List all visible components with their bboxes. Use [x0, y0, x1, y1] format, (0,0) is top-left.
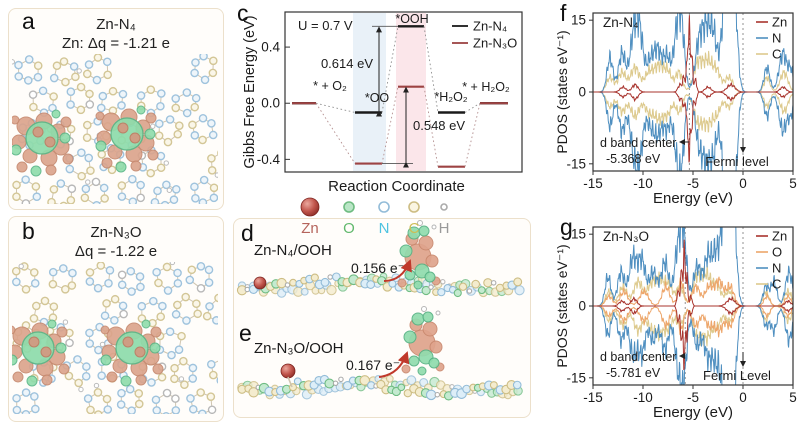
- pdos-curve-Zn: [593, 15, 793, 163]
- panel-a-subtitle: Zn: Δq = -1.21 e: [62, 35, 170, 52]
- d-band-center-value: -5.368 eV: [606, 152, 661, 166]
- d-band-center-text: d band center: [600, 136, 676, 150]
- y-tick: 15: [571, 13, 586, 28]
- x-tick: 0: [739, 390, 747, 405]
- x-tick: -10: [633, 176, 653, 191]
- panel-g-letter: g: [560, 214, 573, 240]
- panel-b-box: Zn-N₃O Δq = -1.22 e: [8, 216, 224, 422]
- panel-a-caption: Zn-N₄ Zn: Δq = -1.21 e: [9, 15, 223, 53]
- panel-e-letter: e: [239, 320, 252, 346]
- applied-potential-note: U = 0.7 V: [298, 18, 353, 33]
- y-tick: -15: [566, 156, 586, 171]
- pdos-curve-Zn: [593, 239, 793, 371]
- pdos-curve-C: [593, 50, 793, 133]
- panel-b-letter: b: [22, 218, 35, 244]
- state-label: *OO: [365, 91, 390, 105]
- panel-b-title: Zn-N₃O: [90, 224, 142, 241]
- fermi-label: Fermi Level: [703, 368, 771, 383]
- c-ytick: -0.4: [257, 152, 281, 167]
- state-label: *OOH: [395, 12, 428, 26]
- pdos-curve-O: [593, 276, 793, 338]
- atom-legend-sphere: [440, 203, 448, 211]
- x-tick: -5: [687, 176, 699, 191]
- c-x-axis-title: Reaction Coordinate: [328, 178, 465, 195]
- c-y-axis-title: Gibbs Free Energy (eV): [242, 15, 258, 168]
- y-axis-title: PDOS (states eV⁻¹): [556, 244, 570, 367]
- barrier-label-zn-n3o: 0.548 eV: [413, 118, 465, 133]
- fe-series-Zn-N₃O: [292, 85, 508, 168]
- x-tick: 0: [739, 176, 747, 191]
- panel-a-letter: a: [22, 8, 35, 34]
- x-tick: 5: [789, 176, 797, 191]
- y-axis-title: PDOS (states eV⁻¹): [556, 30, 570, 153]
- y-tick: 0: [578, 85, 586, 100]
- d-band-center-value: -5.781 eV: [606, 366, 661, 380]
- state-label: * + H₂O₂: [462, 80, 510, 94]
- legend-label: N: [772, 261, 781, 276]
- c-ytick: 0.4: [261, 40, 280, 55]
- atom-legend-sphere: [378, 201, 390, 213]
- free-energy-chart: 0.4 0.0 -0.4 0.614 eV 0.548 eV * + O₂ *OO *OOH *…: [242, 11, 523, 236]
- y-tick: 0: [578, 299, 586, 314]
- pdos-curve-N: [593, 227, 793, 385]
- legend-label: Zn-N₄: [473, 19, 507, 34]
- panel-d-letter: d: [241, 220, 254, 246]
- panel-c-letter: c: [237, 0, 249, 26]
- legend-label: Zn: [772, 229, 787, 244]
- pdos-curve-N: [593, 13, 793, 171]
- panel-b-subtitle: Δq = -1.22 e: [74, 243, 158, 260]
- atom-legend-sphere: [408, 201, 420, 213]
- panel-de-box: [233, 218, 531, 418]
- legend-label: Zn-N₃O: [473, 36, 517, 51]
- atom-legend-zn-sphere: [300, 197, 320, 217]
- legend-label: C: [772, 277, 781, 292]
- y-tick: 15: [571, 227, 586, 242]
- x-tick: -5: [687, 390, 699, 405]
- barrier-label-zn-n4: 0.614 eV: [321, 56, 373, 71]
- x-tick: -15: [583, 390, 603, 405]
- x-tick: -10: [633, 390, 653, 405]
- state-label: * + O₂: [313, 79, 347, 93]
- y-tick: -15: [566, 370, 586, 385]
- pdos-system-label: Zn-N₃O: [603, 229, 649, 244]
- legend-label: C: [772, 47, 781, 62]
- c-ytick: 0.0: [261, 96, 280, 111]
- panel-b-caption: Zn-N₃O Δq = -1.22 e: [9, 223, 223, 261]
- x-axis-title: Energy (eV): [653, 190, 733, 207]
- atom-legend-sphere: [343, 201, 355, 213]
- pdos-chart-zn-n3o: -15-10-50530150-15-30Energy (eV)PDOS (st…: [556, 226, 797, 421]
- fe-series-Zn-N₄: [292, 25, 508, 114]
- highlight-band: [396, 13, 426, 171]
- x-tick: -15: [583, 176, 603, 191]
- highlight-band: [353, 13, 386, 171]
- legend-label: O: [772, 245, 782, 260]
- x-axis-title: Energy (eV): [653, 404, 733, 421]
- d-band-center-text: d band center: [600, 350, 676, 364]
- pdos-curve-C: [593, 265, 793, 347]
- pdos-chart-zn-n4: -15-10-50530150-15-30Energy (eV)PDOS (st…: [556, 12, 797, 207]
- pdos-system-label: Zn-N₄: [603, 15, 639, 30]
- panel-f-letter: f: [560, 0, 567, 26]
- panel-a-box: Zn-N₄ Zn: Δq = -1.21 e: [8, 8, 224, 210]
- x-tick: 5: [789, 390, 797, 405]
- state-label: *H₂O₂: [434, 90, 467, 104]
- panel-a-title: Zn-N₄: [96, 16, 136, 33]
- legend-label: N: [772, 31, 781, 46]
- fermi-label: Fermi level: [705, 154, 769, 169]
- legend-label: Zn: [772, 15, 787, 30]
